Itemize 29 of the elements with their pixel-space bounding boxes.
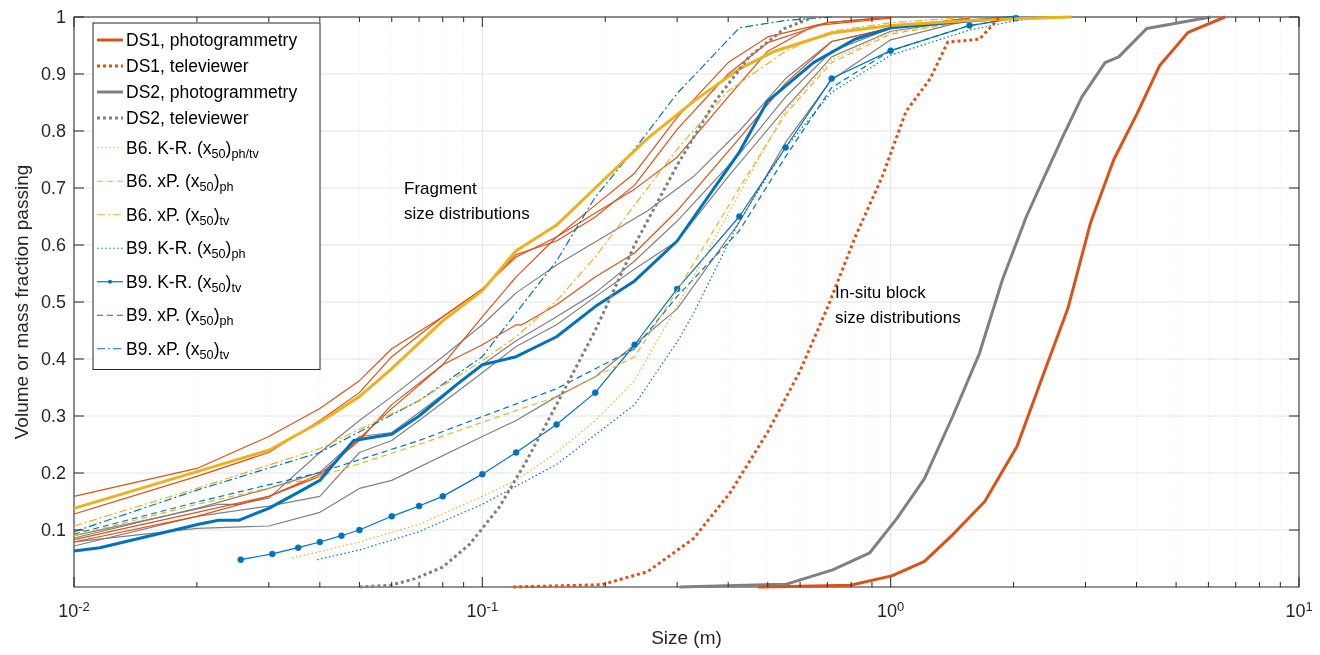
annotation: Fragment size distributions <box>404 179 530 223</box>
y-tick-label: 0.2 <box>40 463 66 483</box>
legend-label: B9. K-R. (x$_{50}$)$_{tv}$ <box>126 271 242 295</box>
legend-label: B6. xP. (x$_{50}$)$_{ph}$ <box>126 171 234 195</box>
x-tick-label: 10$^{0}$ <box>877 599 905 621</box>
y-tick-label: 0.5 <box>40 292 66 312</box>
x-tick-label: 10$^{-1}$ <box>466 599 499 621</box>
y-tick-label: 0.1 <box>40 520 66 540</box>
y-tick-label: 0.6 <box>40 235 66 255</box>
y-tick-label: 0.4 <box>40 349 66 369</box>
x-axis-title: Size (m) <box>651 627 722 648</box>
y-tick-label: 0.7 <box>40 178 66 198</box>
legend-label: B9. K-R. (x$_{50}$)$_{ph}$ <box>126 238 246 262</box>
legend-label: B9. xP. (x$_{50}$)$_{tv}$ <box>126 338 230 362</box>
x-tick-label: 10$^{-2}$ <box>58 599 90 621</box>
legend-label: DS1, televiewer <box>126 56 249 76</box>
y-tick-label: 0.8 <box>40 121 66 141</box>
y-tick-label: 1 <box>55 7 66 27</box>
legend-label: B6. xP. (x$_{50}$)$_{tv}$ <box>126 204 230 228</box>
annotation: In-situ block size distributions <box>835 283 961 327</box>
y-tick-label: 0.3 <box>40 406 66 426</box>
legend-label: B6. K-R. (x$_{50}$)$_{ph/tv}$ <box>126 137 260 161</box>
legend-label: DS1, photogrammetry <box>126 30 298 50</box>
y-axis-title: Volume or mass fraction passing <box>11 164 32 440</box>
legend-label: DS2, photogrammetry <box>126 82 298 102</box>
y-tick-label: 0.9 <box>40 64 66 84</box>
x-tick-label: 10$^{1}$ <box>1285 599 1313 621</box>
legend-label: DS2, televiewer <box>126 108 249 128</box>
legend-label: B9. xP. (x$_{50}$)$_{ph}$ <box>126 305 234 329</box>
